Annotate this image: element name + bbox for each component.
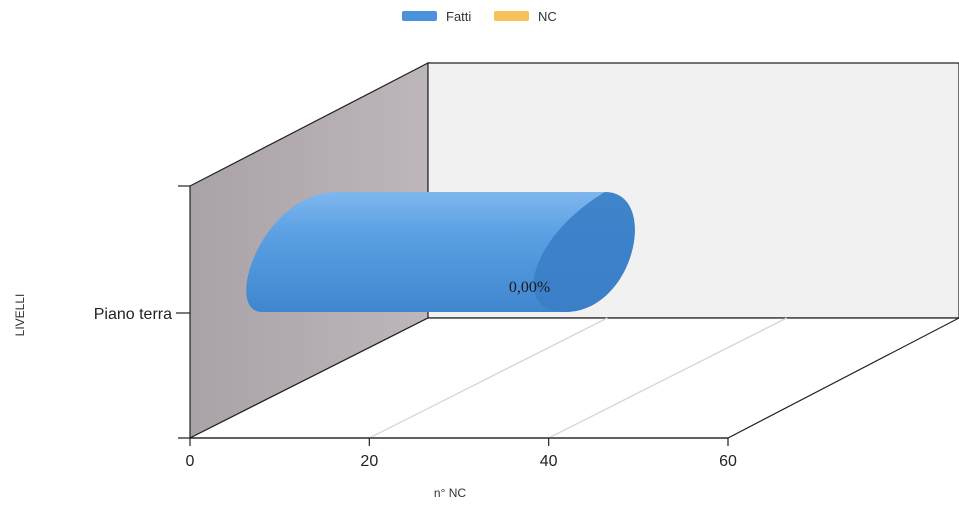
y-tick-label: Piano terra	[94, 306, 172, 323]
labels: n° NC LIVELLI 0,00%	[13, 279, 550, 500]
gridline-x	[548, 317, 787, 439]
x-tick-label: 0	[186, 453, 195, 470]
legend: Fatti NC	[402, 9, 557, 24]
gridlines	[369, 317, 787, 439]
x-tick-label: 20	[360, 453, 378, 470]
legend-label: NC	[538, 9, 557, 24]
bars	[246, 192, 635, 312]
y-axis-title: LIVELLI	[13, 294, 27, 337]
x-tick-label: 40	[540, 453, 558, 470]
legend-swatch	[494, 11, 529, 21]
gridline-x	[369, 317, 608, 439]
legend-swatch	[402, 11, 437, 21]
x-axis-title: n° NC	[434, 486, 466, 500]
data-label: 0,00%	[509, 279, 550, 296]
x-tick-label: 60	[719, 453, 737, 470]
axes: 0 20 40 60 Piano terra	[94, 185, 737, 470]
bar-end-cap	[533, 192, 635, 312]
legend-label: Fatti	[446, 9, 471, 24]
